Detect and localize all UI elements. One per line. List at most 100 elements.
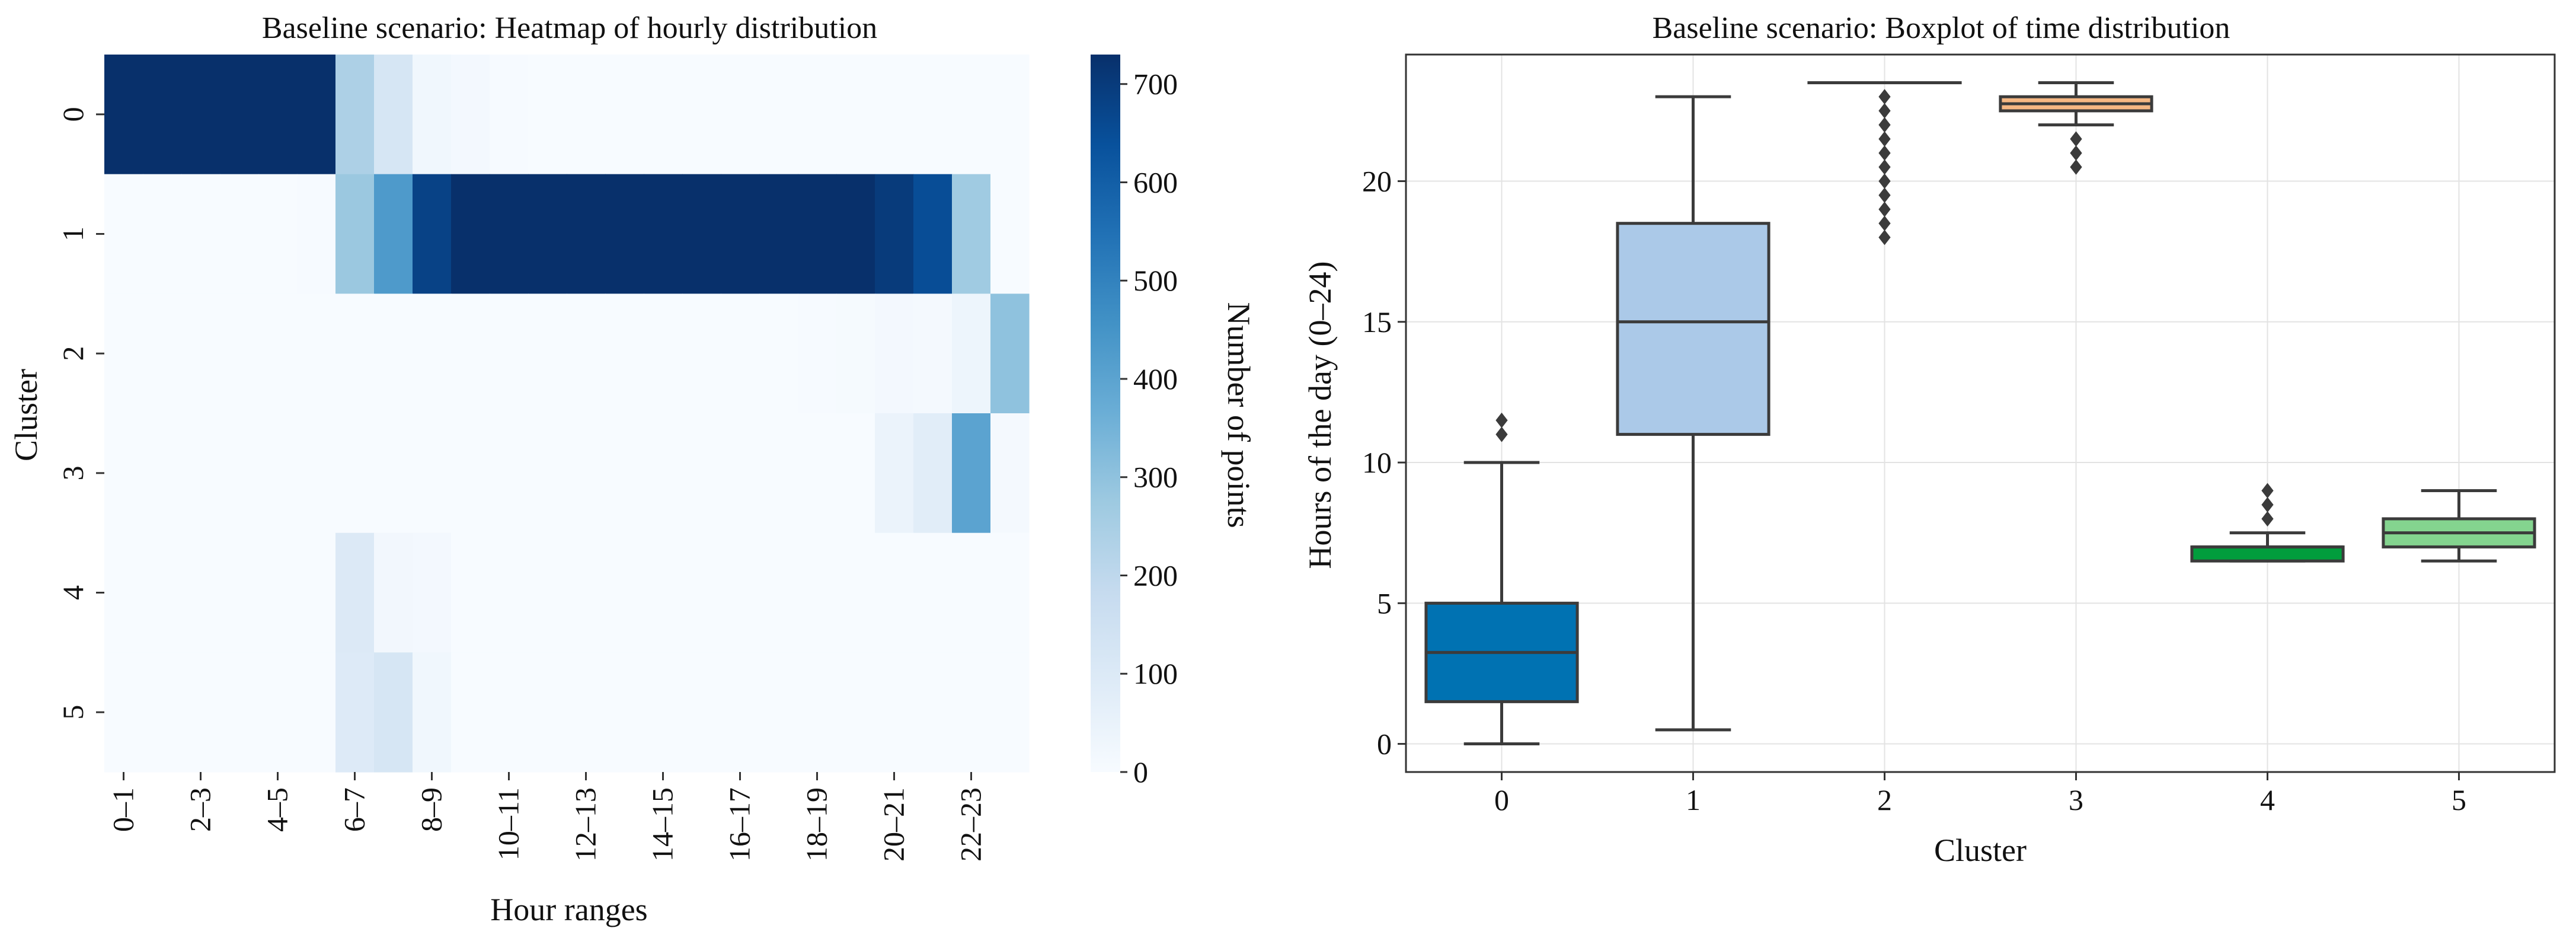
heatmap-cell-1-9 [451, 174, 490, 294]
heatmap-cell-0-23 [990, 55, 1030, 174]
heatmap-cell-0-18 [798, 55, 837, 174]
heatmap-cell-4-18 [798, 533, 837, 653]
heatmap-x-tick-label: 12–13 [569, 787, 602, 862]
heatmap-y-tick-label: 3 [56, 465, 90, 480]
boxplot-x-tick-label: 4 [2260, 783, 2275, 816]
heatmap-cell-3-22 [952, 413, 991, 533]
heatmap-cell-5-8 [413, 652, 452, 772]
heatmap-cell-3-20 [875, 413, 914, 533]
heatmap-cell-1-12 [567, 174, 606, 294]
colorbar [1091, 55, 1120, 772]
heatmap-cell-2-1 [143, 294, 182, 413]
heatmap-cell-2-23 [990, 294, 1030, 413]
outlier-point [1878, 160, 1890, 175]
heatmap-cell-5-15 [682, 652, 721, 772]
heatmap-x-tick-label: 0–1 [107, 787, 140, 832]
outlier-point [1878, 216, 1890, 231]
heatmap-x-tick-label: 2–3 [184, 787, 217, 832]
heatmap-cell-1-19 [836, 174, 875, 294]
heatmap-cell-1-1 [143, 174, 182, 294]
heatmap-cell-0-16 [721, 55, 760, 174]
box-cluster-5 [2383, 490, 2535, 561]
colorbar-tick-label: 0 [1133, 755, 1148, 789]
heatmap-cell-5-13 [605, 652, 644, 772]
outlier-point [1878, 145, 1890, 161]
heatmap-cell-0-22 [952, 55, 991, 174]
heatmap-cell-0-19 [836, 55, 875, 174]
heatmap-cell-1-4 [258, 174, 298, 294]
heatmap-cell-2-7 [374, 294, 413, 413]
heatmap-cell-4-20 [875, 533, 914, 653]
heatmap-cell-1-6 [335, 174, 375, 294]
heatmap-cell-2-12 [567, 294, 606, 413]
heatmap-x-tick-label: 18–19 [800, 787, 833, 862]
heatmap-cell-0-20 [875, 55, 914, 174]
heatmap-x-tick-label: 20–21 [877, 787, 910, 862]
heatmap-cell-1-20 [875, 174, 914, 294]
boxplot-x-tick-label: 2 [1877, 783, 1892, 816]
outlier-point [2261, 483, 2273, 498]
boxplot-y-tick-label: 5 [1377, 586, 1392, 620]
heatmap-cell-3-10 [490, 413, 529, 533]
heatmap-cells [104, 55, 1030, 773]
outlier-point [1878, 103, 1890, 119]
heatmap-cell-4-9 [451, 533, 490, 653]
heatmap-cell-3-9 [451, 413, 490, 533]
heatmap-cell-2-20 [875, 294, 914, 413]
heatmap-cell-3-0 [104, 413, 143, 533]
outlier-point [1495, 427, 1507, 442]
outlier-point [1878, 174, 1890, 189]
heatmap-y-tick-label: 4 [56, 585, 90, 600]
heatmap-cell-3-4 [258, 413, 298, 533]
heatmap-cell-3-3 [220, 413, 259, 533]
heatmap-cell-2-13 [605, 294, 644, 413]
heatmap-cell-2-0 [104, 294, 143, 413]
heatmap-cell-0-0 [104, 55, 143, 174]
heatmap-cell-1-21 [913, 174, 953, 294]
heatmap-cell-4-5 [297, 533, 336, 653]
boxplot-y-label: Hours of the day (0–24) [1302, 261, 1338, 569]
heatmap-cell-0-1 [143, 55, 182, 174]
boxplot-title: Baseline scenario: Boxplot of time distr… [1653, 11, 2230, 45]
colorbar-tick-label: 500 [1133, 264, 1178, 297]
heatmap-y-tick-label: 0 [56, 107, 90, 122]
heatmap-cell-5-7 [374, 652, 413, 772]
heatmap-cell-5-22 [952, 652, 991, 772]
heatmap-cell-2-14 [644, 294, 683, 413]
heatmap-x-tick-label: 14–15 [646, 787, 679, 862]
heatmap-cell-0-21 [913, 55, 953, 174]
heatmap-cell-2-22 [952, 294, 991, 413]
heatmap-cell-1-3 [220, 174, 259, 294]
box-cluster-2 [1809, 82, 1960, 245]
heatmap-cell-1-23 [990, 174, 1030, 294]
heatmap-cell-0-14 [644, 55, 683, 174]
heatmap-cell-5-10 [490, 652, 529, 772]
box-cluster-4 [2192, 483, 2343, 561]
heatmap-cell-1-14 [644, 174, 683, 294]
heatmap-cell-5-4 [258, 652, 298, 772]
outlier-point [2261, 497, 2273, 512]
heatmap-cell-3-1 [143, 413, 182, 533]
heatmap-cell-1-18 [798, 174, 837, 294]
heatmap-cell-2-11 [528, 294, 567, 413]
boxplot-x-tick-label: 0 [1494, 783, 1509, 816]
heatmap-cell-4-15 [682, 533, 721, 653]
heatmap-cell-4-10 [490, 533, 529, 653]
heatmap-cell-2-2 [181, 294, 220, 413]
heatmap-cell-3-6 [335, 413, 375, 533]
heatmap-x-tick-label: 8–9 [415, 787, 448, 832]
heatmap-cell-5-17 [759, 652, 798, 772]
heatmap-cell-1-16 [721, 174, 760, 294]
heatmap-cell-4-19 [836, 533, 875, 653]
heatmap-cell-0-4 [258, 55, 298, 174]
heatmap-x-label: Hour ranges [490, 892, 647, 927]
heatmap-cell-1-15 [682, 174, 721, 294]
heatmap-cell-1-17 [759, 174, 798, 294]
heatmap-cell-0-12 [567, 55, 606, 174]
heatmap-cell-2-15 [682, 294, 721, 413]
heatmap-cell-2-8 [413, 294, 452, 413]
